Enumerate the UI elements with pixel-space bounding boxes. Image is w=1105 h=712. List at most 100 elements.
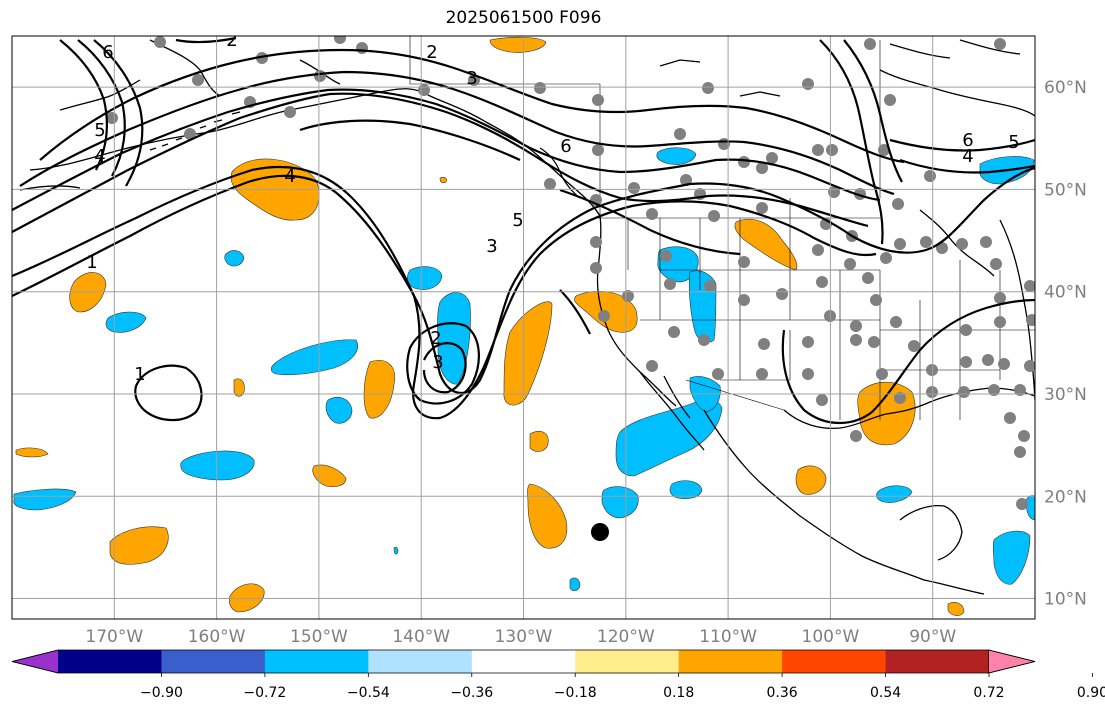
longitude-labels: 170°W 160°W 150°W 140°W 130°W 120°W 110°W 100°W… xyxy=(85,627,956,647)
station-dot xyxy=(826,144,838,156)
station-dot xyxy=(284,106,296,118)
longitude-label: 170°W xyxy=(85,627,143,647)
colorbar-swatch xyxy=(264,650,369,673)
colorbar-tick-label: −0.36 xyxy=(450,685,493,701)
station-dot xyxy=(766,152,778,164)
station-dot xyxy=(418,84,430,96)
station-dot xyxy=(646,208,658,220)
longitude-label: 110°W xyxy=(699,627,757,647)
colorbar-tick-label: 0.90 xyxy=(1077,685,1105,701)
latitude-labels: 10°N 20°N 30°N 40°N 50°N 60°N xyxy=(1044,78,1087,609)
station-dot xyxy=(958,386,970,398)
station-dot xyxy=(776,288,788,300)
colorbar-swatch xyxy=(575,650,680,673)
station-dot xyxy=(890,316,902,328)
station-dot xyxy=(908,340,920,352)
colorbar-tick-label: −0.90 xyxy=(140,685,183,701)
station-dot xyxy=(936,242,948,254)
station-dot xyxy=(334,36,346,44)
station-dot xyxy=(816,276,828,288)
station-dot xyxy=(802,336,814,348)
longitude-label: 150°W xyxy=(290,627,348,647)
station-dot xyxy=(802,368,814,380)
station-dot xyxy=(850,430,862,442)
station-dot xyxy=(894,392,906,404)
longitude-label: 120°W xyxy=(597,627,655,647)
contour-label: 4 xyxy=(284,166,295,187)
latitude-label: 10°N xyxy=(1044,590,1087,610)
colorbar-tick-label: 0.72 xyxy=(973,685,1004,701)
station-dot xyxy=(192,74,204,86)
station-dot xyxy=(314,70,326,82)
longitude-label: 90°W xyxy=(909,627,956,647)
colorbar-tick-label: −0.72 xyxy=(243,685,286,701)
contour-label: 2 xyxy=(430,328,441,349)
station-dot xyxy=(680,174,692,186)
station-dot xyxy=(994,292,1006,304)
station-dot xyxy=(738,156,750,168)
colorbar-tick-label: −0.18 xyxy=(554,685,597,701)
colorbar-swatch xyxy=(161,650,266,673)
station-dot xyxy=(998,358,1010,370)
station-dot xyxy=(988,384,1000,396)
colorbar-tick-label: 0.36 xyxy=(767,685,798,701)
station-dot xyxy=(106,112,118,124)
station-dot xyxy=(712,368,724,380)
contour-lines xyxy=(12,36,1035,424)
colorbar-tick-label: 0.18 xyxy=(663,685,694,701)
station-dot xyxy=(956,238,968,250)
station-dot xyxy=(1014,384,1026,396)
station-dot xyxy=(758,338,770,350)
station-dot xyxy=(674,128,686,140)
station-dot xyxy=(802,78,814,90)
negative-anomaly-shading xyxy=(13,147,1035,592)
station-dot xyxy=(592,144,604,156)
latitude-label: 30°N xyxy=(1044,385,1087,405)
contour-label: 3 xyxy=(466,68,477,89)
contour-label: 4 xyxy=(94,146,105,167)
longitude-label: 130°W xyxy=(495,627,553,647)
contour-label: 5 xyxy=(1008,132,1019,153)
colorbar-swatch xyxy=(58,650,162,673)
contour-label: 1 xyxy=(134,364,145,385)
station-dot xyxy=(1004,412,1016,424)
station-dot xyxy=(756,368,768,380)
contour-labels: 1 1 2 2 2 3 3 3 4 4 4 5 5 5 6 6 6 xyxy=(86,36,1019,385)
station-dot xyxy=(660,250,672,262)
colorbar-extend-max xyxy=(988,649,1036,674)
station-dot xyxy=(980,236,992,248)
colorbar xyxy=(11,649,1036,674)
station-dot xyxy=(738,256,750,268)
station-dot xyxy=(894,238,906,250)
colorbar-tick-labels: −0.90 −0.72 −0.54 −0.36 −0.18 0.18 0.36 0.54 0.7… xyxy=(140,673,1105,701)
station-dot xyxy=(878,144,890,156)
station-dot xyxy=(994,38,1006,50)
contour-label: 1 xyxy=(86,252,97,273)
station-dot xyxy=(892,198,904,210)
station-dot xyxy=(1016,498,1028,510)
station-dot xyxy=(862,272,874,284)
gridlines xyxy=(12,36,1035,619)
station-dot xyxy=(356,42,368,54)
station-dot xyxy=(184,128,196,140)
station-dot xyxy=(1024,360,1035,372)
contour-label: 2 xyxy=(426,42,437,63)
station-dot xyxy=(812,244,824,256)
station-dot xyxy=(920,236,932,248)
contour-label: 3 xyxy=(486,236,497,257)
station-dot xyxy=(590,236,602,248)
map-frame xyxy=(11,35,1036,620)
station-dot xyxy=(850,334,862,346)
station-dot xyxy=(926,364,938,376)
station-dot xyxy=(816,394,828,406)
colorbar-tick-label: −0.54 xyxy=(347,685,390,701)
longitude-label: 160°W xyxy=(188,627,246,647)
station-dot xyxy=(598,310,610,322)
station-dot xyxy=(622,290,634,302)
station-dot xyxy=(590,262,602,274)
contour-label: 4 xyxy=(962,146,973,167)
contour-label: 5 xyxy=(94,120,105,141)
map-title: 2025061500 F096 xyxy=(445,8,602,28)
station-dot xyxy=(926,386,938,398)
